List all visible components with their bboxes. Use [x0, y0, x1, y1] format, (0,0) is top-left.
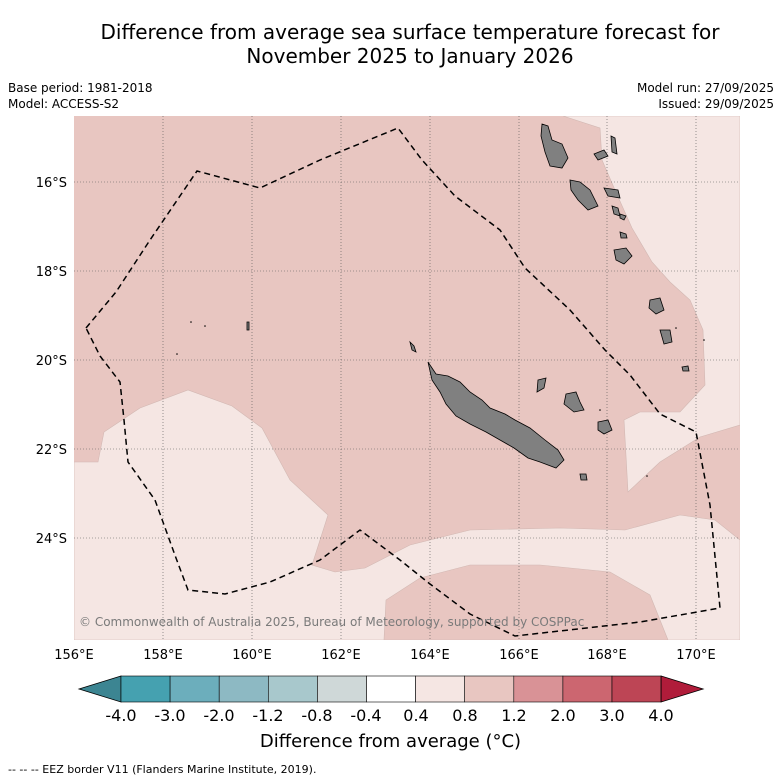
cb-bin — [267, 675, 318, 703]
lat-label-22s: 22°S — [36, 443, 67, 458]
isle-of-pines — [579, 473, 588, 481]
eez-legend: -- -- -- EEZ border V11 (Flanders Marine… — [8, 763, 317, 776]
cb-tick-label: -1.2 — [252, 706, 284, 725]
cb-tick-label: -3.0 — [154, 706, 186, 725]
cb-bin — [218, 675, 269, 703]
lon-label-164e: 164°E — [410, 648, 450, 663]
matthew-island — [681, 365, 690, 372]
lon-label-166e: 166°E — [499, 648, 539, 663]
cb-tick-label: -4.0 — [105, 706, 137, 725]
cb-tick-label: -0.8 — [301, 706, 333, 725]
cb-bin — [611, 675, 662, 703]
cb-tick-label: 2.0 — [550, 706, 576, 725]
colorbar-title: Difference from average (°C) — [259, 731, 522, 752]
reef-dot — [204, 325, 206, 327]
cb-bin — [169, 675, 220, 703]
tanna-island — [648, 297, 665, 315]
lon-label-168e: 168°E — [587, 648, 627, 663]
lat-label-18s: 18°S — [36, 265, 67, 280]
cb-tick-label: 4.0 — [648, 706, 674, 725]
vanuatu-ambrym-island — [603, 187, 621, 199]
lat-label-20s: 20°S — [36, 354, 67, 369]
issued-date: Issued: 29/09/2025 — [658, 97, 774, 111]
cb-bin — [120, 675, 171, 703]
cb-tick-label: 1.2 — [501, 706, 527, 725]
chesterfield-islet — [246, 321, 250, 331]
lon-label-162e: 162°E — [321, 648, 361, 663]
espiritu-santo-island — [540, 123, 569, 169]
vanuatu-shepherd-islets — [619, 213, 627, 221]
cb-bin — [366, 675, 416, 703]
anomaly-region-0-8-1-2-south — [383, 564, 669, 640]
model-name: Model: ACCESS-S2 — [8, 97, 120, 111]
colorbar — [77, 675, 705, 703]
vanuatu-maewo-island — [610, 135, 618, 155]
lon-label-158e: 158°E — [143, 648, 183, 663]
belep-islands — [409, 340, 417, 353]
cb-arrow-high — [660, 675, 705, 703]
lon-label-170e: 170°E — [676, 648, 716, 663]
cb-bin — [415, 675, 466, 703]
cb-tick-label: 3.0 — [599, 706, 625, 725]
lat-label-16s: 16°S — [36, 176, 67, 191]
eez-border — [85, 127, 721, 637]
loyalty-island-lifou — [563, 391, 585, 413]
cb-tick-label: 0.8 — [452, 706, 478, 725]
reef-dot — [599, 409, 601, 411]
lon-label-160e: 160°E — [232, 648, 272, 663]
erromango-island — [613, 247, 633, 265]
reef-dot — [190, 321, 192, 323]
cb-bin — [562, 675, 613, 703]
graticule — [74, 116, 740, 640]
chart-title-line2: November 2025 to January 2026 — [246, 44, 574, 68]
cb-bin — [513, 675, 564, 703]
cb-arrow-low — [77, 675, 122, 703]
cb-bin — [317, 675, 367, 703]
reef-dot — [176, 353, 178, 355]
malakula-island — [569, 179, 599, 211]
cb-tick-label: 0.4 — [403, 706, 429, 725]
loyalty-island-ouvea — [536, 377, 547, 393]
lat-label-24s: 24°S — [36, 532, 67, 547]
vanuatu-banks-island — [593, 149, 609, 161]
lon-label-156e: 156°E — [54, 648, 94, 663]
cb-tick-label: -2.0 — [203, 706, 235, 725]
cb-tick-label: -0.4 — [350, 706, 382, 725]
base-period: Base period: 1981-2018 — [8, 81, 153, 95]
reef-dot — [646, 475, 648, 477]
aneityum-island — [659, 329, 673, 345]
reef-dot — [703, 339, 705, 341]
copyright-notice: © Commonwealth of Australia 2025, Bureau… — [79, 615, 584, 629]
reef-dot — [675, 327, 677, 329]
cb-bin — [464, 675, 515, 703]
loyalty-island-mare — [597, 419, 613, 435]
model-run-date: Model run: 27/09/2025 — [636, 81, 774, 95]
efate-island — [619, 231, 628, 239]
chart-title-line1: Difference from average sea surface temp… — [100, 20, 720, 44]
new-caledonia-landmass — [427, 361, 565, 469]
